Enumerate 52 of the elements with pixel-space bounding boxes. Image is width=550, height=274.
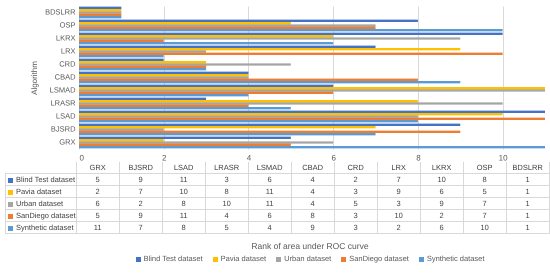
bar: [79, 112, 503, 116]
bar: [79, 118, 545, 120]
bar: [79, 124, 460, 126]
bar: [79, 40, 164, 42]
bar: [79, 22, 291, 24]
bar: [79, 81, 460, 84]
bar: [79, 6, 122, 9]
bar: [79, 34, 334, 38]
bar: [79, 29, 503, 32]
bar: [79, 32, 503, 35]
bar: [79, 58, 164, 61]
x-tick-label: 8: [416, 154, 422, 162]
bar: [79, 55, 164, 58]
bar: [79, 94, 248, 96]
bar: [79, 144, 291, 146]
bar: [79, 72, 248, 74]
bar: [79, 133, 376, 136]
bar: [79, 120, 418, 122]
bar: [79, 98, 206, 100]
bar: [79, 74, 248, 76]
bar: [79, 146, 545, 148]
bar: [79, 126, 376, 128]
x-tick-label: 10: [498, 154, 508, 162]
x-tick-label: 0: [80, 154, 84, 162]
bar: [79, 104, 248, 108]
bar: [79, 52, 503, 56]
bar: [79, 66, 206, 68]
bar: [79, 84, 334, 87]
bar: [79, 110, 545, 113]
bar: [79, 136, 291, 139]
bar: [79, 60, 206, 64]
bar: [79, 138, 164, 142]
bar: [79, 48, 460, 50]
bar: [79, 46, 376, 48]
bar: [79, 20, 418, 22]
bar: [79, 8, 122, 12]
bar: [79, 68, 206, 70]
bar: [79, 26, 376, 30]
x-tick-label: 2: [162, 154, 167, 162]
bar: [79, 92, 334, 94]
bar: [79, 78, 418, 82]
x-tick-label: 6: [331, 154, 336, 162]
x-tick-label: 4: [246, 154, 252, 162]
bar: [79, 42, 334, 44]
bar: [79, 86, 545, 90]
bar: [79, 14, 122, 16]
bar: [79, 16, 122, 18]
bar: [79, 100, 418, 102]
bar: [79, 130, 460, 134]
text: Rank of area under ROC curve: [250, 241, 370, 251]
y-axis-title: Algorithm: [30, 60, 40, 95]
bar: [79, 107, 291, 110]
